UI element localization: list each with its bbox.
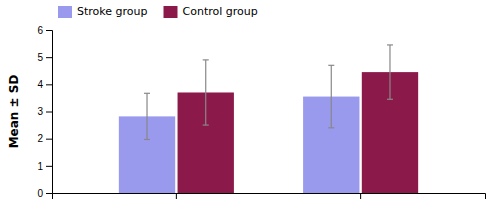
y-axis-line (46, 31, 53, 194)
y-tick-mark (46, 30, 52, 31)
x-axis-line (53, 194, 486, 200)
series (178, 45, 419, 193)
legend-swatch (58, 6, 72, 18)
error-line (389, 45, 390, 99)
y-tick: 5 (37, 52, 52, 63)
error-bar (387, 45, 393, 99)
x-tick (360, 193, 361, 199)
y-axis-title: Mean ± SD (7, 75, 21, 149)
y-tick-label: 4 (37, 79, 43, 90)
error-cap (328, 127, 334, 128)
error-cap (144, 93, 150, 94)
chart: 0 1 2 3 4 5 6 Mean ± SD Stroke group Control grou… (0, 0, 500, 209)
x-tick-mark (360, 193, 361, 199)
error-cap (203, 59, 209, 60)
y-tick-mark (46, 84, 52, 85)
legend-label: Stroke group (77, 5, 148, 18)
plot: 0 1 2 3 4 5 6 (37, 25, 485, 199)
error-cap (387, 44, 393, 45)
legend-label: Control group (183, 5, 258, 18)
series (119, 65, 360, 193)
error-cap (328, 65, 334, 66)
legend-item: Control group (164, 5, 258, 18)
error-line (205, 60, 206, 125)
error-line (331, 65, 332, 127)
error-bar (328, 65, 334, 127)
y-axis: 0 1 2 3 4 5 6 (37, 25, 52, 199)
error-cap (144, 139, 150, 140)
y-tick-label: 3 (37, 106, 43, 117)
y-tick-mark (46, 57, 52, 58)
y-tick-mark (46, 112, 52, 113)
legend-item: Stroke group (58, 5, 148, 18)
y-tick: 0 (37, 188, 52, 199)
legend-swatch (164, 6, 178, 18)
y-tick: 2 (37, 133, 52, 144)
y-tick-label: 2 (37, 133, 43, 144)
x-axis (53, 193, 486, 199)
x-tick-mark (176, 193, 177, 199)
legend: Stroke group Control group (58, 5, 258, 18)
y-tick-label: 1 (37, 161, 43, 172)
y-tick-mark (46, 193, 52, 194)
bars (119, 45, 418, 193)
y-tick-label: 6 (37, 25, 43, 36)
y-tick: 4 (37, 79, 52, 90)
y-tick: 3 (37, 106, 52, 117)
error-cap (203, 124, 209, 125)
y-tick-mark (46, 166, 52, 167)
error-line (146, 93, 147, 139)
y-tick-mark (46, 139, 52, 140)
y-tick-label: 0 (37, 188, 43, 199)
y-tick: 6 (37, 25, 52, 36)
x-tick (176, 193, 177, 199)
error-bar (203, 60, 209, 125)
error-bar (144, 93, 150, 139)
y-tick: 1 (37, 161, 52, 172)
error-cap (387, 99, 393, 100)
y-tick-label: 5 (37, 52, 43, 63)
